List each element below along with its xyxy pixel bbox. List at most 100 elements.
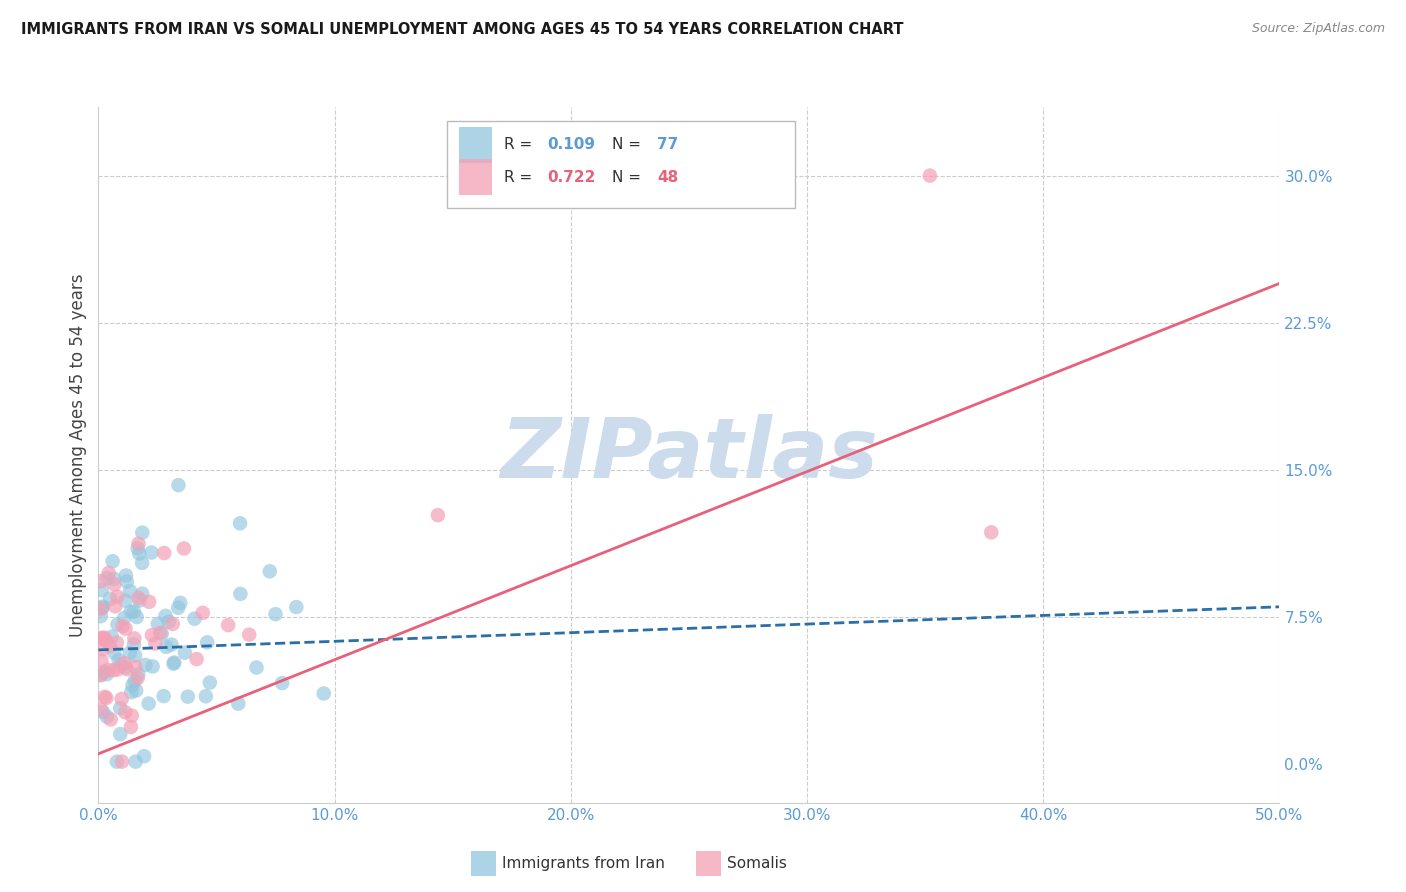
Point bbox=[91, 631, 114, 645]
Point bbox=[150, 626, 173, 640]
Point bbox=[96, 690, 118, 705]
Point bbox=[105, 590, 128, 604]
Point bbox=[93, 665, 115, 679]
Point bbox=[152, 689, 174, 703]
Point bbox=[110, 657, 132, 672]
Point bbox=[114, 593, 136, 607]
Bar bbox=[458, 127, 492, 162]
Point bbox=[426, 508, 449, 523]
Text: N =: N = bbox=[612, 169, 645, 185]
Point bbox=[173, 541, 195, 556]
Point bbox=[91, 599, 114, 614]
Point bbox=[125, 683, 148, 698]
Text: R =: R = bbox=[503, 137, 537, 153]
Text: 0.722: 0.722 bbox=[547, 169, 596, 185]
Text: 77: 77 bbox=[657, 137, 678, 153]
Point bbox=[97, 566, 120, 580]
Point bbox=[103, 577, 125, 591]
Point bbox=[90, 574, 112, 589]
Point bbox=[238, 628, 260, 642]
Point bbox=[162, 657, 184, 671]
Point bbox=[111, 692, 134, 706]
Point bbox=[149, 625, 172, 640]
Point bbox=[217, 618, 239, 632]
Point bbox=[132, 749, 155, 764]
Point bbox=[163, 656, 186, 670]
Point bbox=[195, 635, 218, 649]
Point bbox=[115, 574, 138, 589]
Point bbox=[121, 708, 143, 723]
Point bbox=[128, 593, 150, 607]
Point bbox=[124, 648, 146, 663]
Point bbox=[131, 525, 153, 540]
Point bbox=[127, 671, 149, 685]
Point bbox=[127, 667, 149, 681]
Point bbox=[141, 628, 163, 642]
Point bbox=[103, 663, 125, 677]
Point bbox=[90, 632, 112, 646]
Point bbox=[103, 572, 125, 586]
Point bbox=[112, 656, 135, 670]
Point bbox=[90, 667, 112, 681]
Point bbox=[131, 556, 153, 570]
Text: IMMIGRANTS FROM IRAN VS SOMALI UNEMPLOYMENT AMONG AGES 45 TO 54 YEARS CORRELATIO: IMMIGRANTS FROM IRAN VS SOMALI UNEMPLOYM… bbox=[21, 22, 904, 37]
Point bbox=[167, 600, 190, 615]
Point bbox=[96, 571, 118, 585]
Point bbox=[177, 690, 200, 704]
Point bbox=[122, 638, 145, 652]
Point bbox=[120, 584, 142, 599]
Point bbox=[103, 646, 125, 660]
Point bbox=[142, 659, 165, 673]
Point bbox=[186, 652, 208, 666]
Point bbox=[980, 525, 1002, 540]
Point bbox=[122, 605, 145, 619]
Point bbox=[114, 705, 136, 719]
Point bbox=[105, 663, 128, 677]
Point bbox=[143, 637, 166, 651]
Point bbox=[134, 657, 156, 672]
Point bbox=[124, 673, 146, 688]
Point bbox=[111, 755, 134, 769]
Point bbox=[115, 568, 138, 582]
Point bbox=[173, 646, 195, 660]
Point bbox=[90, 583, 112, 598]
Point bbox=[101, 630, 124, 644]
Point bbox=[191, 606, 214, 620]
Y-axis label: Unemployment Among Ages 45 to 54 years: Unemployment Among Ages 45 to 54 years bbox=[69, 273, 87, 637]
Point bbox=[118, 646, 141, 660]
Point bbox=[96, 667, 118, 681]
Point bbox=[162, 616, 184, 631]
Point bbox=[312, 686, 335, 700]
Point bbox=[90, 609, 112, 624]
Point bbox=[285, 600, 308, 615]
Point bbox=[94, 633, 117, 648]
Point bbox=[120, 605, 142, 619]
Point bbox=[107, 617, 129, 632]
Point bbox=[157, 615, 180, 629]
Text: 48: 48 bbox=[657, 169, 678, 185]
Point bbox=[124, 632, 146, 646]
Point bbox=[167, 478, 190, 492]
Text: Source: ZipAtlas.com: Source: ZipAtlas.com bbox=[1251, 22, 1385, 36]
Point bbox=[128, 536, 150, 550]
Point bbox=[128, 591, 150, 605]
Point bbox=[264, 607, 287, 622]
Point bbox=[160, 638, 183, 652]
Point bbox=[93, 690, 115, 704]
Bar bbox=[696, 851, 721, 876]
Bar bbox=[458, 159, 492, 195]
Point bbox=[131, 587, 153, 601]
Point bbox=[91, 642, 114, 657]
Text: Somalis: Somalis bbox=[727, 856, 787, 871]
Text: 0.109: 0.109 bbox=[547, 137, 595, 153]
Point bbox=[98, 591, 121, 606]
Point bbox=[114, 660, 136, 674]
Point bbox=[146, 616, 169, 631]
Point bbox=[245, 660, 267, 674]
Point bbox=[194, 690, 217, 704]
Point bbox=[138, 697, 160, 711]
Point bbox=[155, 640, 177, 654]
Point bbox=[90, 668, 112, 682]
Point bbox=[100, 713, 122, 727]
Point bbox=[90, 654, 112, 668]
